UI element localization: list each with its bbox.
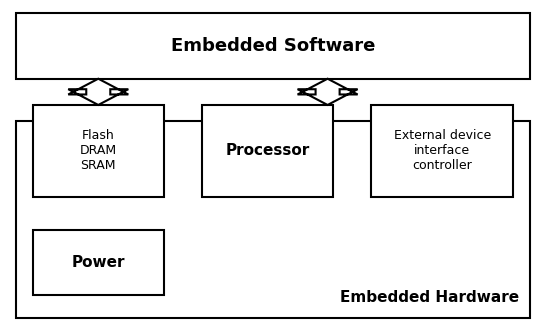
Text: Power: Power: [72, 255, 125, 270]
Bar: [202, 105, 333, 197]
Text: Embedded Hardware: Embedded Hardware: [340, 290, 519, 305]
Text: Processor: Processor: [225, 143, 310, 158]
Bar: [33, 105, 164, 197]
Bar: [16, 13, 530, 79]
Bar: [16, 121, 530, 318]
Text: External device
interface
controller: External device interface controller: [394, 129, 491, 173]
Bar: [371, 105, 513, 197]
Polygon shape: [68, 79, 128, 105]
Polygon shape: [298, 79, 358, 105]
Text: Flash
DRAM
SRAM: Flash DRAM SRAM: [80, 129, 117, 173]
Text: Embedded Software: Embedded Software: [171, 37, 375, 55]
Bar: [33, 230, 164, 295]
